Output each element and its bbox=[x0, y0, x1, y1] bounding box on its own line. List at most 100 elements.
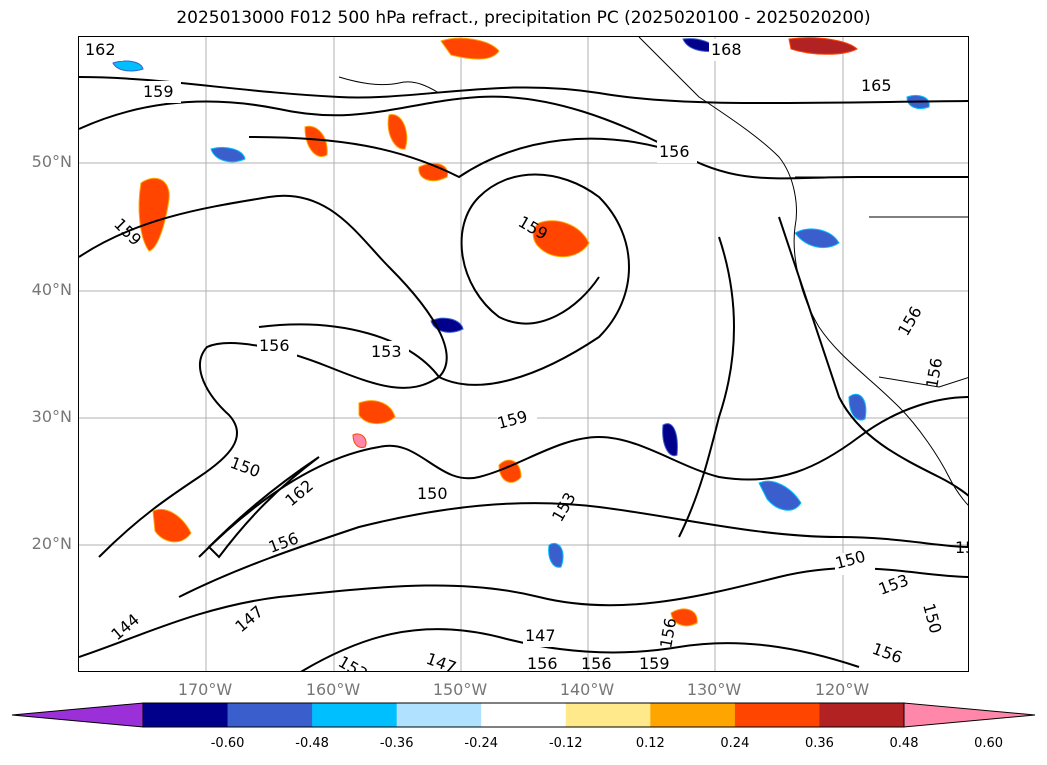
contour-line bbox=[198, 396, 968, 558]
precip-patch bbox=[352, 433, 367, 448]
contour-label: 153 bbox=[371, 342, 402, 361]
contour-line bbox=[79, 95, 968, 180]
colorbar-swatch bbox=[396, 703, 482, 727]
colorbar-tick-label: -0.36 bbox=[379, 736, 414, 751]
contour-line bbox=[79, 194, 448, 558]
colorbar-swatch bbox=[650, 703, 736, 727]
contour-line bbox=[778, 216, 968, 497]
colorbar-tick-label: 0.12 bbox=[635, 736, 665, 751]
precip-patch bbox=[498, 459, 522, 483]
contour-label: 165 bbox=[861, 76, 892, 95]
contour-label: 150 bbox=[228, 453, 263, 481]
colorbar-tick-label: -0.60 bbox=[210, 736, 245, 751]
contour-label: 156 bbox=[922, 356, 946, 389]
precip-patch bbox=[358, 400, 396, 424]
contour-line bbox=[207, 456, 320, 559]
contour-label: 144 bbox=[107, 610, 143, 644]
lon-label-160w: 160°W bbox=[305, 680, 361, 699]
precip-patch bbox=[670, 608, 698, 627]
precip-patch bbox=[152, 509, 192, 543]
colorbar bbox=[11, 702, 1036, 728]
chart-title: 2025013000 F012 500 hPa refract., precip… bbox=[176, 8, 871, 28]
contour-label: 162 bbox=[85, 40, 116, 59]
colorbar-tick-label: -0.48 bbox=[295, 736, 329, 751]
contour-label: 159 bbox=[143, 82, 174, 101]
aleutian-coast bbox=[338, 76, 440, 94]
lon-label-130w: 130°W bbox=[686, 680, 742, 699]
contour-label: 15 bbox=[955, 538, 969, 557]
contour-label: 150 bbox=[919, 601, 945, 635]
colorbar-extend-low bbox=[11, 702, 144, 728]
colorbar-swatch bbox=[227, 703, 313, 727]
colorbar-outline bbox=[142, 702, 905, 728]
coastlines bbox=[338, 37, 968, 506]
height-contours bbox=[79, 76, 968, 671]
west-coast-outline bbox=[638, 37, 968, 506]
colorbar-swatch bbox=[143, 703, 229, 727]
contour-label: 156 bbox=[870, 639, 905, 667]
contour-label: 153 bbox=[876, 570, 911, 598]
precip-patch bbox=[440, 37, 500, 60]
contour-label: 147 bbox=[525, 626, 556, 645]
contour-label: 156 bbox=[527, 654, 558, 672]
contour-line bbox=[178, 502, 968, 598]
contour-labels: 162 159 168 165 156 159 159 156 153 150 … bbox=[83, 39, 969, 672]
precip-patch bbox=[848, 393, 867, 421]
contour-label: 156 bbox=[656, 616, 680, 649]
contour-label: 147 bbox=[424, 649, 459, 672]
contour-label: 147 bbox=[231, 602, 267, 636]
precip-patch bbox=[788, 37, 858, 55]
border-line bbox=[878, 376, 968, 388]
precip-patch bbox=[532, 220, 590, 258]
contour-label: 150 bbox=[417, 484, 448, 503]
contour-label: 159 bbox=[639, 654, 670, 672]
colorbar-swatch bbox=[481, 703, 567, 727]
map-canvas: 162 159 168 165 156 159 159 156 153 150 … bbox=[79, 37, 969, 672]
precip-patch bbox=[662, 423, 678, 457]
colorbar-tick-label: -0.24 bbox=[464, 736, 499, 751]
precip-patch bbox=[548, 543, 564, 568]
precip-patch bbox=[387, 114, 408, 150]
lat-label-30n: 30°N bbox=[31, 407, 72, 426]
colorbar-swatch bbox=[819, 703, 905, 727]
precip-patch bbox=[304, 125, 328, 157]
lat-label-20n: 20°N bbox=[31, 534, 72, 553]
precip-patch bbox=[210, 146, 246, 163]
colorbar-tick-label: 0.60 bbox=[974, 736, 1004, 751]
contour-line bbox=[258, 173, 630, 386]
contour-label: 168 bbox=[711, 40, 742, 59]
colorbar-extend-high bbox=[903, 702, 1036, 728]
lon-label-150w: 150°W bbox=[432, 680, 488, 699]
colorbar-swatch bbox=[734, 703, 820, 727]
colorbar-swatch bbox=[312, 703, 398, 727]
contour-line bbox=[678, 236, 735, 538]
lon-label-120w: 120°W bbox=[814, 680, 870, 699]
map-panel: 162 159 168 165 156 159 159 156 153 150 … bbox=[78, 36, 969, 672]
colorbar-swatch bbox=[565, 703, 651, 727]
precip-patch bbox=[794, 228, 840, 249]
precip-patches bbox=[112, 37, 930, 627]
precip-patch bbox=[112, 60, 144, 72]
lat-label-40n: 40°N bbox=[31, 280, 72, 299]
contour-line bbox=[248, 136, 680, 179]
lat-label-50n: 50°N bbox=[31, 152, 72, 171]
contour-label: 156 bbox=[659, 142, 690, 161]
colorbar-tick-label: 0.24 bbox=[720, 736, 750, 751]
contour-label: 153 bbox=[335, 652, 371, 672]
contour-line bbox=[79, 76, 968, 105]
contour-label: 153 bbox=[548, 489, 580, 525]
contour-label: 156 bbox=[266, 528, 301, 556]
contour-line bbox=[300, 628, 860, 671]
lon-label-170w: 170°W bbox=[177, 680, 233, 699]
contour-label: 156 bbox=[894, 303, 926, 339]
lon-label-140w: 140°W bbox=[559, 680, 615, 699]
colorbar-swatches bbox=[11, 702, 1036, 728]
contour-label: 156 bbox=[259, 336, 290, 355]
precip-patch bbox=[758, 480, 802, 511]
precip-patch bbox=[138, 177, 170, 252]
colorbar-tick-label: -0.12 bbox=[548, 736, 583, 751]
colorbar-tick-label: 0.36 bbox=[804, 736, 834, 751]
gridlines bbox=[79, 37, 968, 671]
contour-label: 156 bbox=[581, 654, 612, 672]
colorbar-tick-label: 0.48 bbox=[889, 736, 919, 751]
